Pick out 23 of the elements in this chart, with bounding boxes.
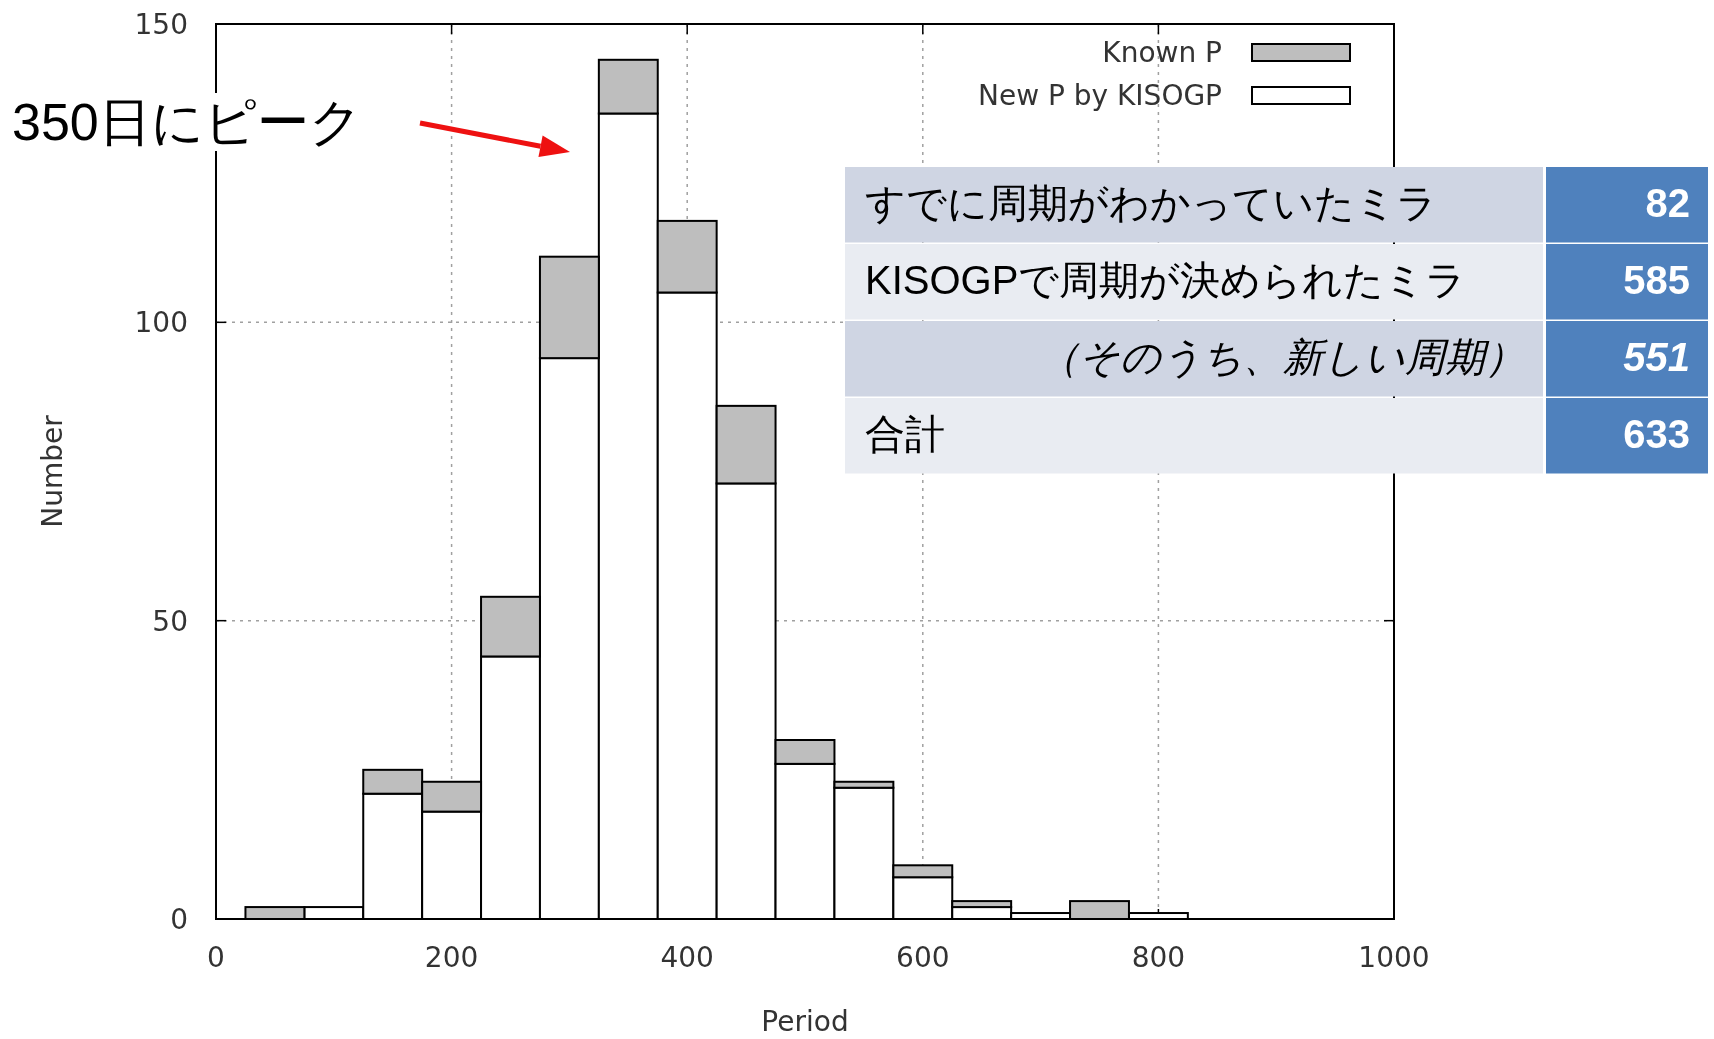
annotation: 350日にピーク [12,93,362,151]
data-label: 551 [1623,335,1690,379]
legend-label: New P by KISOGP [977,79,1222,112]
category-label: すでに周期がわかっていたミラ [865,181,1437,225]
category-label: KISOGPで周期が決められたミラ [865,258,1467,302]
x-tick-label: 0 [207,941,225,974]
data-label: 82 [1645,181,1690,225]
y-tick-label: 150 [134,8,188,41]
data-label: 633 [1623,412,1690,456]
x-tick-label: 1000 [1358,941,1430,974]
category-label: 合計 [865,412,945,456]
data-label: 585 [1623,258,1690,302]
category-label: （そのうち、新しい周期） [1039,335,1525,379]
x-tick-label: 400 [660,941,714,974]
x-tick-label: 600 [896,941,950,974]
x-axis-title: Period [761,1005,849,1038]
legend-label: Known P [1102,36,1222,69]
y-tick-label: 50 [152,604,188,638]
x-tick-label: 200 [424,941,479,974]
x-tick-label: 800 [1131,941,1186,974]
y-tick-label: 100 [134,306,188,340]
y-axis-title: Number [36,414,69,528]
y-tick-label: 0 [170,903,188,936]
